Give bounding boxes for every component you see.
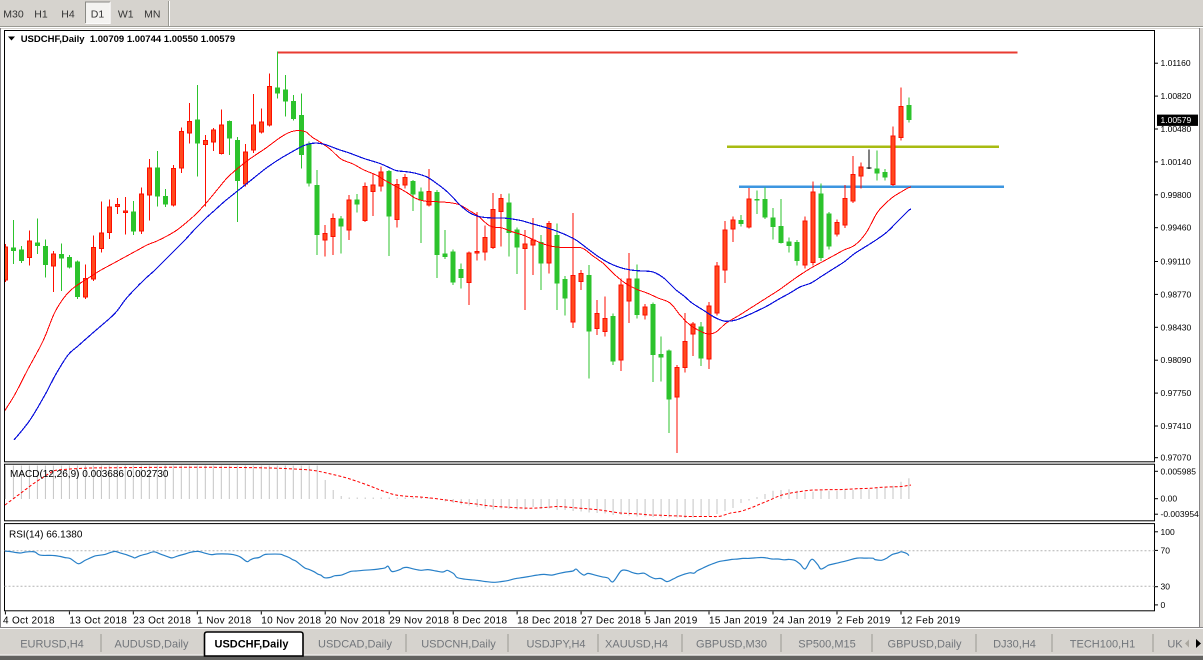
svg-text:USDJPY,H4: USDJPY,H4	[526, 639, 585, 651]
svg-text:M30: M30	[3, 9, 24, 21]
svg-text:13 Oct 2018: 13 Oct 2018	[69, 616, 127, 627]
svg-text:DJ30,H4: DJ30,H4	[993, 639, 1036, 651]
svg-text:0.00: 0.00	[1161, 494, 1178, 504]
svg-text:1.00480: 1.00480	[1161, 124, 1192, 134]
svg-text:2 Feb 2019: 2 Feb 2019	[837, 616, 891, 627]
svg-text:XAUUSD,H4: XAUUSD,H4	[605, 639, 668, 651]
svg-text:23 Oct 2018: 23 Oct 2018	[133, 616, 191, 627]
svg-text:12 Feb 2019: 12 Feb 2019	[901, 616, 961, 627]
svg-text:1.00820: 1.00820	[1161, 91, 1192, 101]
svg-text:RSI(14) 66.1380: RSI(14) 66.1380	[9, 530, 83, 541]
svg-text:15 Jan 2019: 15 Jan 2019	[709, 616, 767, 627]
svg-text:10 Nov 2018: 10 Nov 2018	[261, 616, 321, 627]
svg-text:W1: W1	[118, 9, 134, 21]
svg-text:USDCHF,Daily 1.00709 1.00744: USDCHF,Daily 1.00709 1.00744 1.00550 1.0…	[21, 34, 235, 45]
svg-text:0: 0	[1161, 600, 1166, 610]
svg-text:24 Jan 2019: 24 Jan 2019	[773, 616, 831, 627]
svg-text:27 Dec 2018: 27 Dec 2018	[581, 616, 641, 627]
svg-text:EURUSD,H4: EURUSD,H4	[20, 639, 84, 651]
svg-text:UK: UK	[1167, 639, 1183, 651]
svg-text:MN: MN	[144, 9, 160, 21]
svg-text:0.97750: 0.97750	[1161, 388, 1192, 398]
svg-text:4 Oct 2018: 4 Oct 2018	[3, 616, 55, 627]
svg-text:1.01160: 1.01160	[1161, 58, 1191, 68]
svg-text:20 Nov 2018: 20 Nov 2018	[325, 616, 385, 627]
svg-text:0.005985: 0.005985	[1161, 466, 1197, 476]
svg-text:USDCHF,Daily: USDCHF,Daily	[215, 639, 290, 651]
svg-text:AUDUSD,Daily: AUDUSD,Daily	[115, 639, 189, 651]
svg-text:0.97410: 0.97410	[1161, 421, 1192, 431]
svg-text:0.98090: 0.98090	[1161, 355, 1192, 365]
svg-text:USDCNH,Daily: USDCNH,Daily	[421, 639, 496, 651]
svg-text:0.98430: 0.98430	[1161, 322, 1192, 332]
svg-text:0.99460: 0.99460	[1161, 223, 1192, 233]
svg-text:SP500,M15: SP500,M15	[798, 639, 855, 651]
svg-text:USDCAD,Daily: USDCAD,Daily	[318, 639, 392, 651]
svg-text:1.00579: 1.00579	[1161, 115, 1192, 125]
svg-text:H4: H4	[61, 9, 75, 21]
svg-text:-0.003954: -0.003954	[1161, 509, 1200, 519]
svg-text:18 Dec 2018: 18 Dec 2018	[517, 616, 577, 627]
svg-text:0.99110: 0.99110	[1161, 257, 1191, 267]
svg-text:30: 30	[1161, 582, 1171, 592]
svg-text:GBPUSD,Daily: GBPUSD,Daily	[888, 639, 962, 651]
svg-text:70: 70	[1161, 545, 1171, 555]
svg-text:0.99800: 0.99800	[1161, 190, 1192, 200]
svg-text:GBPUSD,M30: GBPUSD,M30	[696, 639, 767, 651]
svg-text:0.97070: 0.97070	[1161, 453, 1192, 463]
svg-text:1 Nov 2018: 1 Nov 2018	[197, 616, 251, 627]
svg-text:0.98770: 0.98770	[1161, 289, 1192, 299]
svg-text:1.00140: 1.00140	[1161, 157, 1192, 167]
svg-text:100: 100	[1161, 527, 1175, 537]
svg-text:5 Jan 2019: 5 Jan 2019	[645, 616, 698, 627]
svg-text:D1: D1	[91, 9, 105, 21]
svg-text:29 Nov 2018: 29 Nov 2018	[389, 616, 449, 627]
svg-text:8 Dec 2018: 8 Dec 2018	[453, 616, 507, 627]
svg-text:MACD(12,26,9) 0.003686 0.00273: MACD(12,26,9) 0.003686 0.002730	[10, 469, 169, 480]
svg-text:H1: H1	[34, 9, 48, 21]
svg-text:TECH100,H1: TECH100,H1	[1070, 639, 1135, 651]
